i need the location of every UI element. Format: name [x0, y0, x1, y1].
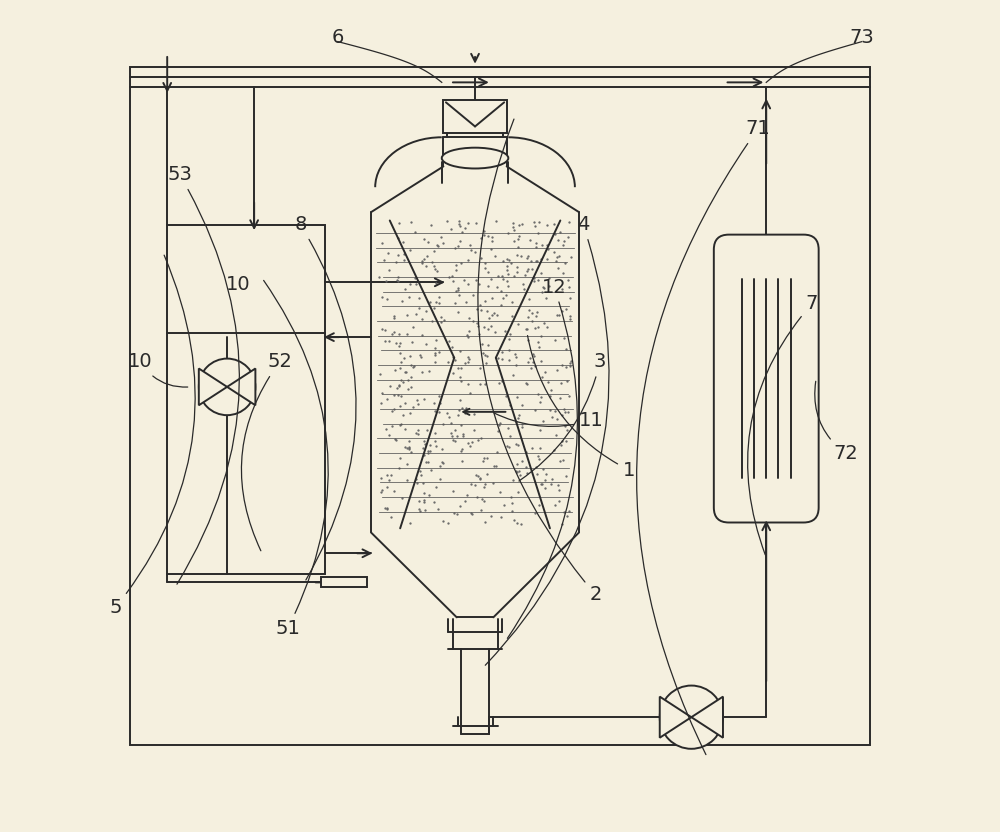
Text: 12: 12: [507, 278, 577, 638]
Text: 10: 10: [128, 353, 188, 387]
Circle shape: [199, 359, 255, 415]
Text: 73: 73: [850, 28, 874, 47]
Text: 4: 4: [485, 215, 609, 666]
Text: 7: 7: [748, 295, 818, 555]
Bar: [167, 225, 325, 574]
Text: 52: 52: [241, 353, 292, 551]
Polygon shape: [227, 369, 255, 405]
Text: 1: 1: [528, 335, 635, 479]
Text: 53: 53: [167, 166, 239, 584]
Polygon shape: [660, 696, 691, 738]
Circle shape: [660, 686, 723, 749]
Text: 72: 72: [815, 381, 858, 463]
Bar: [321, 577, 367, 587]
Ellipse shape: [442, 148, 508, 168]
Text: 5: 5: [109, 255, 195, 617]
Text: 2: 2: [478, 119, 602, 604]
Text: 8: 8: [294, 215, 356, 580]
Bar: [443, 100, 507, 133]
Text: 11: 11: [494, 411, 604, 429]
Text: 10: 10: [226, 275, 251, 294]
Text: 6: 6: [332, 28, 344, 47]
Polygon shape: [691, 696, 723, 738]
Text: 71: 71: [637, 120, 770, 755]
Text: 3: 3: [519, 353, 606, 481]
Bar: [130, 67, 870, 745]
Polygon shape: [199, 369, 227, 405]
Text: 51: 51: [264, 280, 328, 637]
FancyBboxPatch shape: [714, 235, 819, 522]
